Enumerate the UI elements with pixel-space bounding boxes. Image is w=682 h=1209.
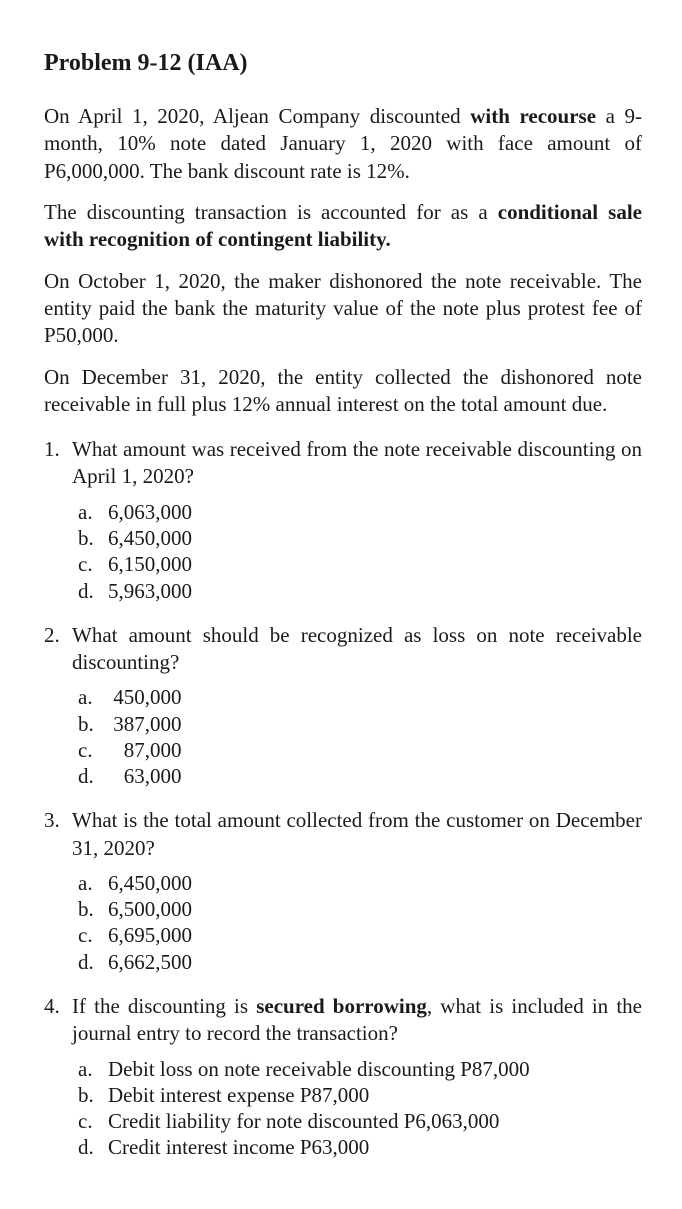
question-2-text: What amount should be recognized as loss… bbox=[72, 622, 642, 677]
option-value: Credit liability for note discounted P6,… bbox=[108, 1108, 499, 1134]
option-2d: d. 63,000 bbox=[78, 763, 642, 789]
option-value: 6,450,000 bbox=[108, 525, 192, 551]
option-4a: a.Debit loss on note receivable discount… bbox=[78, 1056, 642, 1082]
paragraph-4: On December 31, 2020, the entity collect… bbox=[44, 364, 642, 419]
question-4-options: a.Debit loss on note receivable discount… bbox=[78, 1056, 642, 1161]
question-4-text: If the discounting is secured borrowing,… bbox=[72, 993, 642, 1048]
option-letter: d. bbox=[78, 1134, 108, 1160]
question-2: 2. What amount should be recognized as l… bbox=[44, 622, 642, 677]
option-value: 387,000 bbox=[108, 711, 182, 737]
option-letter: b. bbox=[78, 525, 108, 551]
option-1d: d.5,963,000 bbox=[78, 578, 642, 604]
option-value: Debit loss on note receivable discountin… bbox=[108, 1056, 530, 1082]
option-letter: a. bbox=[78, 499, 108, 525]
option-1b: b.6,450,000 bbox=[78, 525, 642, 551]
option-value: 6,500,000 bbox=[108, 896, 192, 922]
option-1c: c.6,150,000 bbox=[78, 551, 642, 577]
option-letter: d. bbox=[78, 578, 108, 604]
option-letter: a. bbox=[78, 684, 108, 710]
option-value: 6,150,000 bbox=[108, 551, 192, 577]
p1-b: with recourse bbox=[470, 104, 596, 128]
paragraph-3: On October 1, 2020, the maker dishonored… bbox=[44, 268, 642, 350]
option-letter: b. bbox=[78, 896, 108, 922]
option-2c: c. 87,000 bbox=[78, 737, 642, 763]
question-4: 4. If the discounting is secured borrowi… bbox=[44, 993, 642, 1048]
question-2-number: 2. bbox=[44, 622, 72, 677]
question-1-options: a.6,063,000 b.6,450,000 c.6,150,000 d.5,… bbox=[78, 499, 642, 604]
option-letter: b. bbox=[78, 711, 108, 737]
option-3d: d.6,662,500 bbox=[78, 949, 642, 975]
option-letter: a. bbox=[78, 870, 108, 896]
option-letter: c. bbox=[78, 1108, 108, 1134]
option-value: 63,000 bbox=[108, 763, 182, 789]
question-1: 1. What amount was received from the not… bbox=[44, 436, 642, 491]
option-letter: a. bbox=[78, 1056, 108, 1082]
q4-text-a: If the discounting is bbox=[72, 994, 256, 1018]
option-value: 6,695,000 bbox=[108, 922, 192, 948]
option-value: Debit interest expense P87,000 bbox=[108, 1082, 369, 1108]
option-value: 450,000 bbox=[108, 684, 182, 710]
option-3c: c.6,695,000 bbox=[78, 922, 642, 948]
paragraph-1: On April 1, 2020, Aljean Company discoun… bbox=[44, 103, 642, 185]
question-3-number: 3. bbox=[44, 807, 72, 862]
title-suffix: (IAA) bbox=[182, 50, 248, 76]
q4-text-b: secured borrowing bbox=[256, 994, 427, 1018]
option-1a: a.6,063,000 bbox=[78, 499, 642, 525]
option-letter: d. bbox=[78, 763, 108, 789]
option-3b: b.6,500,000 bbox=[78, 896, 642, 922]
p1-a: On April 1, 2020, Aljean Company discoun… bbox=[44, 104, 470, 128]
option-3a: a.6,450,000 bbox=[78, 870, 642, 896]
question-2-options: a. 450,000 b. 387,000 c. 87,000 d. 63,00… bbox=[78, 684, 642, 789]
page: Problem 9-12 (IAA) On April 1, 2020, Alj… bbox=[0, 0, 682, 1209]
option-letter: c. bbox=[78, 922, 108, 948]
option-4d: d.Credit interest income P63,000 bbox=[78, 1134, 642, 1160]
title-main: Problem 9-12 bbox=[44, 50, 182, 76]
paragraph-2: The discounting transaction is accounted… bbox=[44, 199, 642, 254]
question-3-text: What is the total amount collected from … bbox=[72, 807, 642, 862]
option-value: 6,662,500 bbox=[108, 949, 192, 975]
question-1-text: What amount was received from the note r… bbox=[72, 436, 642, 491]
option-value: 6,450,000 bbox=[108, 870, 192, 896]
option-2b: b. 387,000 bbox=[78, 711, 642, 737]
option-letter: c. bbox=[78, 737, 108, 763]
option-4b: b.Debit interest expense P87,000 bbox=[78, 1082, 642, 1108]
question-4-number: 4. bbox=[44, 993, 72, 1048]
option-letter: d. bbox=[78, 949, 108, 975]
option-value: 6,063,000 bbox=[108, 499, 192, 525]
question-1-number: 1. bbox=[44, 436, 72, 491]
p2-a: The discounting transaction is accounted… bbox=[44, 200, 498, 224]
option-value: Credit interest income P63,000 bbox=[108, 1134, 369, 1160]
option-letter: c. bbox=[78, 551, 108, 577]
option-2a: a. 450,000 bbox=[78, 684, 642, 710]
question-3-options: a.6,450,000 b.6,500,000 c.6,695,000 d.6,… bbox=[78, 870, 642, 975]
option-value: 87,000 bbox=[108, 737, 182, 763]
problem-title: Problem 9-12 (IAA) bbox=[44, 48, 642, 79]
option-value: 5,963,000 bbox=[108, 578, 192, 604]
question-list: 1. What amount was received from the not… bbox=[44, 436, 642, 1160]
option-4c: c.Credit liability for note discounted P… bbox=[78, 1108, 642, 1134]
question-3: 3. What is the total amount collected fr… bbox=[44, 807, 642, 862]
option-letter: b. bbox=[78, 1082, 108, 1108]
